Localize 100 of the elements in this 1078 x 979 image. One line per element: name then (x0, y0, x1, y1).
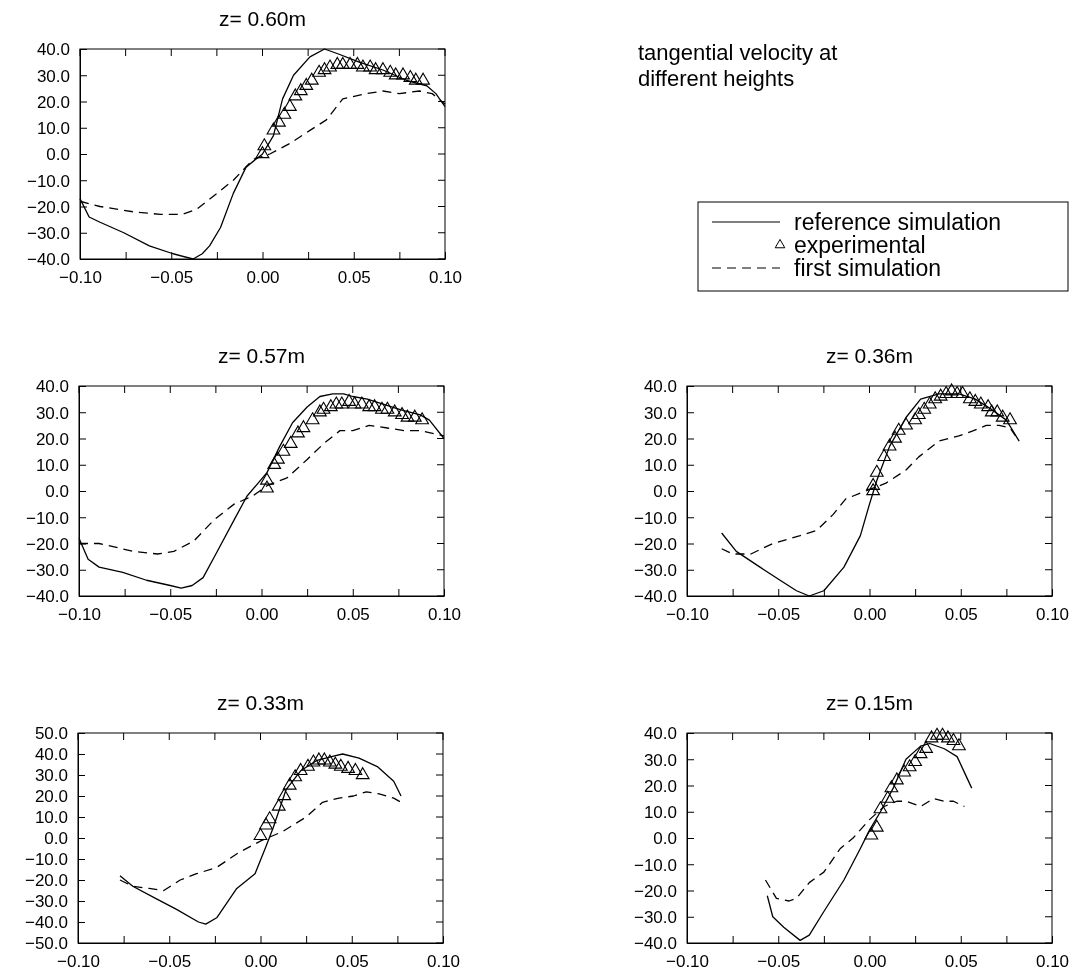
y-tick-label: 0.0 (653, 829, 677, 849)
point (293, 762, 308, 776)
point (312, 404, 327, 417)
y-tick-label: −30.0 (633, 561, 677, 581)
point (291, 425, 305, 438)
point (924, 730, 939, 743)
point (869, 819, 884, 832)
point (882, 438, 897, 451)
point (891, 422, 906, 435)
point (376, 62, 390, 75)
y-tick-label: 10.0 (35, 456, 69, 476)
point (962, 391, 977, 404)
point (312, 64, 326, 77)
y-tick-label: 0.0 (653, 482, 677, 502)
point (973, 396, 988, 409)
point (355, 59, 370, 72)
y-tick-label: 20.0 (643, 429, 677, 449)
point (296, 420, 311, 433)
x-tick-label: 0.00 (244, 952, 278, 972)
point (387, 404, 402, 417)
point (363, 59, 378, 72)
y-tick-label: −20.0 (633, 534, 677, 554)
y-tick-label: −10.0 (24, 850, 68, 870)
x-tick-label: −0.10 (58, 268, 103, 288)
point (282, 777, 297, 790)
y-tick-label: 10.0 (643, 803, 677, 823)
point (257, 138, 272, 151)
point (271, 798, 286, 811)
point (347, 396, 362, 409)
y-tick-label: 0.0 (45, 482, 69, 502)
x-tick-label: 0.10 (1035, 952, 1070, 972)
y-tick-label: 40.0 (36, 40, 70, 60)
x-tick-label: 0.00 (853, 952, 887, 972)
point (889, 772, 904, 785)
point (408, 72, 423, 85)
y-tick-label: 30.0 (643, 750, 677, 770)
y-tick-label: −40.0 (25, 587, 69, 607)
point (880, 790, 895, 803)
y-tick-label: −30.0 (24, 892, 68, 912)
point (952, 738, 966, 751)
chart-title: z= 0.36m (826, 344, 913, 367)
y-tick-label: −50.0 (24, 934, 68, 954)
point (400, 409, 415, 422)
point (902, 759, 917, 772)
point (329, 396, 344, 409)
y-tick-label: 40.0 (643, 377, 677, 397)
x-tick-label: −0.05 (757, 605, 801, 625)
point (267, 456, 282, 469)
point (271, 451, 285, 464)
point (317, 752, 332, 765)
y-tick-label: 30.0 (643, 403, 677, 423)
point (341, 760, 356, 773)
x-tick-label: 0.10 (427, 605, 462, 625)
point (388, 67, 403, 80)
x-tick-label: 0.05 (944, 952, 978, 972)
y-tick-label: 30.0 (36, 66, 70, 86)
point (305, 412, 320, 425)
point (955, 385, 970, 399)
point (917, 401, 932, 414)
point (259, 817, 273, 830)
point (416, 72, 431, 85)
point (311, 752, 326, 765)
point (253, 828, 268, 841)
x-tick-label: 0.10 (428, 268, 463, 288)
x-tick-label: −0.10 (56, 952, 101, 972)
point (950, 385, 965, 399)
y-tick-label: −10.0 (25, 508, 69, 528)
y-tick-label: −10.0 (633, 508, 677, 528)
point (888, 430, 902, 443)
point (322, 754, 337, 767)
point (1003, 412, 1017, 425)
point (383, 64, 398, 77)
y-tick-label: 20.0 (36, 92, 70, 112)
y-tick-label: 10.0 (34, 808, 68, 828)
point (304, 72, 319, 85)
x-tick-label: −0.05 (150, 268, 194, 288)
point (266, 122, 281, 135)
x-tick-label: 0.05 (335, 952, 369, 972)
point (864, 827, 879, 840)
x-tick-label: 0.10 (426, 952, 461, 972)
point (317, 62, 332, 75)
x-tick-label: 0.05 (337, 268, 371, 288)
point (395, 406, 409, 420)
chart-title: z= 0.15m (826, 691, 913, 714)
point (368, 62, 383, 75)
x-tick-label: −0.10 (665, 952, 710, 972)
point (873, 801, 888, 814)
line-series (119, 753, 402, 925)
point (968, 393, 983, 406)
point (908, 753, 923, 767)
x-tick-label: 0.05 (336, 605, 370, 625)
point (323, 399, 338, 412)
point (299, 77, 314, 90)
point (913, 746, 928, 759)
point (260, 480, 274, 493)
point (930, 727, 944, 740)
point (288, 88, 303, 101)
point (343, 56, 358, 69)
x-tick-label: 0.00 (245, 605, 279, 625)
x-tick-label: −0.05 (149, 605, 193, 625)
